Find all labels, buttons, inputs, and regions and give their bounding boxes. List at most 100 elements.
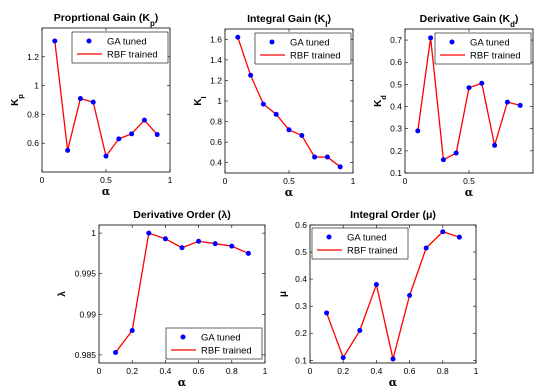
legend-box [165,327,263,360]
data-point-ga-tuned [235,34,241,40]
legend-label-ga-tuned: GA tuned [347,233,387,244]
y-axis-label: Kd [373,95,388,107]
data-point-ga-tuned [162,236,168,242]
data-point-ga-tuned [373,282,379,288]
data-point-ga-tuned [90,99,96,105]
x-tick-label: 1 [351,176,356,186]
data-point-ga-tuned [312,154,318,160]
x-tick-label: 0.5 [100,175,112,185]
y-tick-label: 0.985 [75,350,97,360]
legend-label-rbf-trained: RBF trained [201,346,252,357]
x-tick-label: 0.4 [159,366,171,376]
data-point-ga-tuned [337,164,343,170]
legend-marker-ga-tuned [449,39,455,45]
x-tick-label: 0 [97,366,102,376]
data-point-ga-tuned [248,72,254,78]
data-point-ga-tuned [260,101,266,107]
legend-marker-ga-tuned [326,234,332,240]
y-tick-label: 0.5 [295,247,307,257]
y-tick-label: 0.2 [390,146,402,156]
x-axis-label: α [178,376,187,387]
y-tick-label: 0.6 [27,138,39,148]
data-point-ga-tuned [357,328,363,334]
y-tick-label: 1.6 [210,34,222,44]
y-tick-label: 0.6 [390,57,402,67]
legend-label-rbf-trained: RBF trained [107,50,158,61]
data-point-ga-tuned [479,80,485,86]
legend-label-rbf-trained: RBF trained [290,51,341,62]
x-tick-label: 1 [168,175,173,185]
legend: GA tuned RBF trained [434,32,532,65]
y-tick-label: 0.995 [75,269,97,279]
chart-panel-1: Proprtional Gain (Kp) 0 0.5 1 0.6 0.8 1 1.2 α Kp G… [10,12,173,198]
legend-box [434,32,532,65]
y-tick-label: 0.4 [210,158,222,168]
y-tick-label: 0.6 [295,220,307,230]
data-point-ga-tuned [324,310,330,316]
y-tick-label: 0.1 [295,355,307,365]
chart-panel-2: Integral Gain (KI) 0 0.5 1 0.4 0.6 0.8 1 1.2 1.4 1… [193,13,356,199]
legend-box [311,227,409,260]
data-point-ga-tuned [129,328,135,334]
legend: GA tuned RBF trained [311,227,409,260]
y-tick-label: 0.1 [390,168,402,178]
x-tick-label: 0.5 [283,176,295,186]
data-point-ga-tuned [504,99,510,105]
x-tick-label: 0.8 [437,366,449,376]
x-tick-label: 0.6 [193,366,205,376]
data-point-ga-tuned [466,85,472,91]
legend-label-rbf-trained: RBF trained [347,246,398,257]
data-point-ga-tuned [407,292,413,298]
y-tick-label: 0.3 [390,124,402,134]
x-tick-label: 0 [40,175,45,185]
data-point-ga-tuned [440,229,446,235]
data-point-ga-tuned [229,243,235,249]
data-point-ga-tuned [299,132,305,138]
legend: GA tuned RBF trained [71,31,169,64]
y-tick-label: 1 [34,81,39,91]
x-axis-label: α [389,376,398,387]
x-tick-label: 0.2 [337,366,349,376]
legend-marker-ga-tuned [180,334,186,340]
y-axis-label: λ [57,291,68,297]
x-tick-label: 0 [223,176,228,186]
x-tick-label: 0 [403,176,408,186]
chart-panel-4: Derivative Order (λ) 0 0.2 0.4 0.6 0.8 1 0.985 0… [57,209,268,387]
legend-label-ga-tuned: GA tuned [290,38,330,49]
chart-title: Derivative Order (λ) [133,209,230,221]
y-tick-label: 1 [217,96,222,106]
data-point-ga-tuned [273,111,279,117]
x-tick-label: 0.8 [226,366,238,376]
data-point-ga-tuned [517,102,523,108]
y-axis-label: μ [278,291,289,297]
chart-title: Proprtional Gain (Kp) [54,12,159,28]
data-point-ga-tuned [141,117,147,123]
y-axis-label: KI [193,96,208,105]
y-tick-label: 0.5 [390,79,402,89]
chart-title: Integral Order (μ) [350,209,436,221]
data-point-ga-tuned [77,96,83,102]
data-point-ga-tuned [428,35,434,41]
y-tick-label: 0.4 [390,102,402,112]
y-tick-label: 1.4 [210,55,222,65]
y-tick-label: 0.8 [27,109,39,119]
data-point-ga-tuned [113,349,119,355]
x-axis-label: α [102,185,111,198]
y-tick-label: 0.4 [295,274,307,284]
y-tick-label: 0.8 [210,117,222,127]
y-tick-label: 0.7 [390,35,402,45]
data-point-ga-tuned [340,355,346,361]
data-point-ga-tuned [129,131,135,137]
legend-box [71,31,169,64]
y-tick-label: 1.2 [210,75,222,85]
legend-marker-ga-tuned [86,38,92,44]
x-axis-label: α [285,186,294,199]
data-point-ga-tuned [286,127,292,133]
chart-title: Integral Gain (KI) [247,13,331,29]
chart-panel-3: Derivative Gain (Kd) 0 0.5 0.1 0.2 0.3 0.4 0.5 0… [373,13,534,199]
legend-label-rbf-trained: RBF trained [470,51,521,62]
data-point-ga-tuned [492,142,498,148]
legend-marker-ga-tuned [269,39,275,45]
data-point-ga-tuned [52,38,58,44]
